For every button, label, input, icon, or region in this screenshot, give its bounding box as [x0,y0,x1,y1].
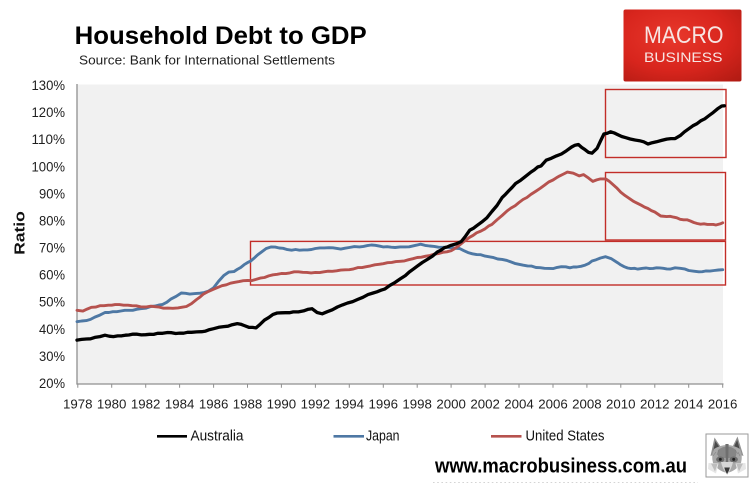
svg-text:BUSINESS: BUSINESS [644,50,723,65]
svg-text:Source: Bank for International: Source: Bank for International Settlemen… [79,54,335,68]
svg-text:60%: 60% [39,268,65,284]
svg-text:1992: 1992 [301,397,331,412]
svg-text:120%: 120% [32,105,66,121]
svg-text:2010: 2010 [606,397,636,412]
svg-text:1998: 1998 [402,397,432,412]
svg-text:2012: 2012 [640,397,670,412]
svg-text:2008: 2008 [572,397,602,412]
svg-text:Australia: Australia [191,428,244,444]
svg-text:130%: 130% [32,78,66,94]
svg-text:Ratio: Ratio [13,211,29,255]
svg-text:40%: 40% [39,322,65,338]
svg-text:2016: 2016 [708,397,738,412]
svg-text:1990: 1990 [267,397,297,412]
svg-text:20%: 20% [39,376,65,392]
svg-text:Japan: Japan [366,428,400,444]
svg-text:2004: 2004 [504,397,534,412]
svg-text:1996: 1996 [369,397,399,412]
svg-text:110%: 110% [32,132,66,148]
svg-text:1982: 1982 [131,397,161,412]
svg-text:2014: 2014 [674,397,704,412]
svg-text:MACRO: MACRO [644,22,724,49]
svg-text:2000: 2000 [436,397,466,412]
svg-text:United States: United States [526,428,605,444]
svg-text:www.macrobusiness.com.au: www.macrobusiness.com.au [434,454,687,477]
svg-text:1978: 1978 [63,397,93,412]
svg-text:1994: 1994 [335,397,365,412]
svg-text:1988: 1988 [233,397,263,412]
svg-text:70%: 70% [39,241,65,257]
svg-text:90%: 90% [39,186,65,202]
svg-text:Household Debt to GDP: Household Debt to GDP [75,22,367,50]
svg-text:2002: 2002 [470,397,500,412]
svg-text:1986: 1986 [199,397,229,412]
svg-text:80%: 80% [39,214,65,230]
svg-text:1980: 1980 [97,397,127,412]
svg-text:50%: 50% [39,295,65,311]
svg-text:1984: 1984 [165,397,195,412]
svg-text:30%: 30% [39,349,65,365]
svg-text:2006: 2006 [538,397,568,412]
svg-text:100%: 100% [32,159,66,175]
